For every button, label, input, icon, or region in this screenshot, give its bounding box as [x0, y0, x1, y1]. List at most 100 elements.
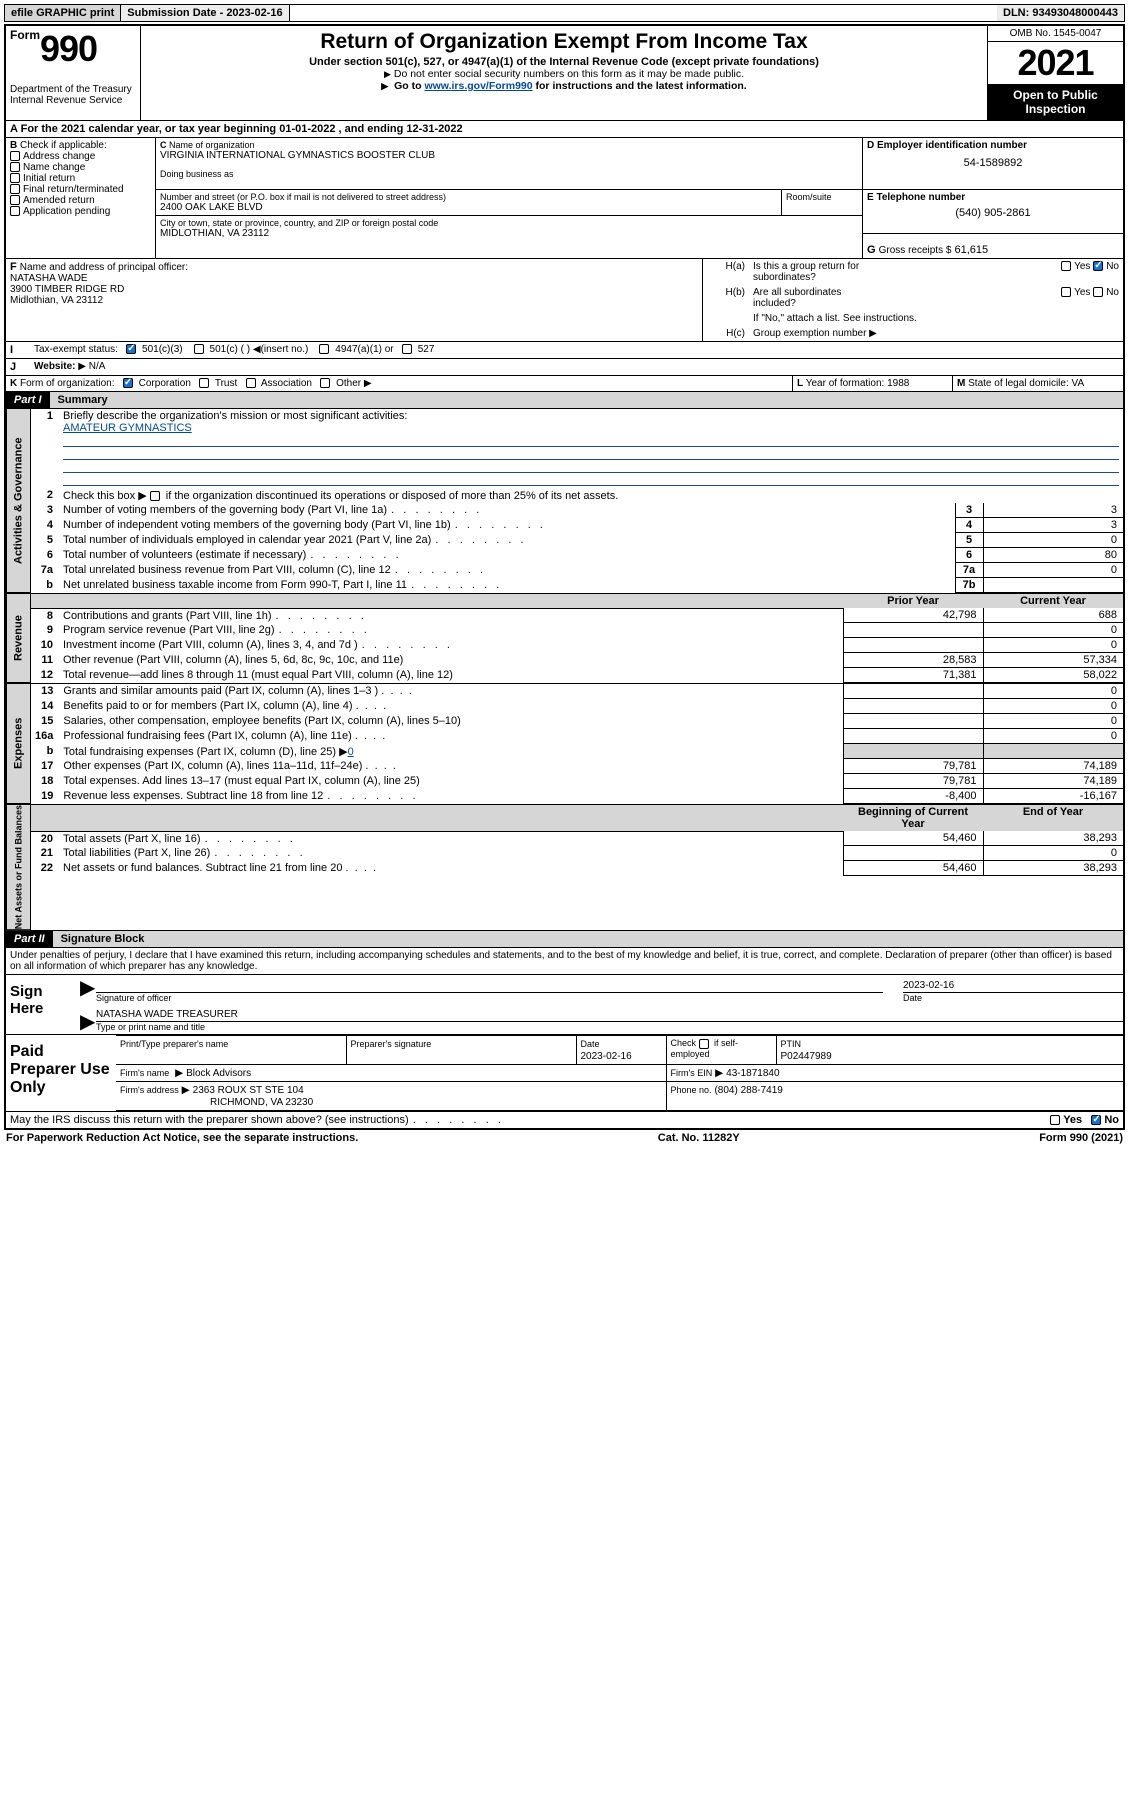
expenses-tab: Expenses [6, 684, 30, 804]
line3-val: 3 [983, 503, 1123, 518]
form-subtitle: Under section 501(c), 527, or 4947(a)(1)… [147, 56, 981, 68]
officer-name: NATASHA WADE [10, 273, 698, 284]
r12-curr: 58,022 [983, 668, 1123, 683]
officer-name-title: NATASHA WADE TREASURER [96, 1009, 1123, 1020]
initial-return-checkbox[interactable] [10, 173, 20, 183]
r15-prior [843, 714, 983, 729]
corp-checkbox[interactable] [123, 378, 133, 388]
form-header: Form990 Department of the Treasury Inter… [6, 26, 1123, 121]
firm-name: Block Advisors [186, 1068, 251, 1079]
form-990-page: Form990 Department of the Treasury Inter… [4, 24, 1125, 1130]
address-change-checkbox[interactable] [10, 151, 20, 161]
discuss-row: May the IRS discuss this return with the… [6, 1112, 1123, 1128]
website-val: N/A [89, 361, 106, 372]
firm-phone: (804) 288-7419 [714, 1085, 782, 1096]
activities-governance-section: Activities & Governance 1 Briefly descri… [6, 409, 1123, 594]
form-title: Return of Organization Exempt From Incom… [147, 30, 981, 54]
sign-here-block: Sign Here Signature of officer 2023-02-1… [6, 975, 1123, 1035]
open-public-badge: Open to Public Inspection [988, 84, 1123, 120]
line4-val: 3 [983, 518, 1123, 533]
revenue-tab: Revenue [6, 594, 30, 683]
irs-label: Internal Revenue Service [10, 95, 136, 106]
r16a-curr: 0 [983, 729, 1123, 744]
assoc-checkbox[interactable] [246, 378, 256, 388]
prep-date: 2023-02-16 [581, 1051, 632, 1062]
gross-receipts: 61,615 [955, 244, 989, 256]
r18-curr: 74,189 [983, 774, 1123, 789]
omb-number: OMB No. 1545-0047 [988, 26, 1123, 42]
r15-curr: 0 [983, 714, 1123, 729]
r20-prior: 54,460 [843, 831, 983, 846]
part1-header: Part I Summary [6, 392, 1123, 409]
block-c-name: C Name of organization VIRGINIA INTERNAT… [156, 138, 863, 258]
r9-prior [843, 623, 983, 638]
final-return-checkbox[interactable] [10, 184, 20, 194]
501c-checkbox[interactable] [194, 344, 204, 354]
page-footer: For Paperwork Reduction Act Notice, see … [4, 1130, 1125, 1144]
part2-header: Part II Signature Block [6, 931, 1123, 948]
state-domicile: VA [1072, 378, 1085, 389]
501c3-checkbox[interactable] [126, 344, 136, 354]
r13-curr: 0 [983, 684, 1123, 699]
4947-checkbox[interactable] [319, 344, 329, 354]
trust-checkbox[interactable] [199, 378, 209, 388]
website-row: J Website: ▶ N/A [6, 359, 1123, 376]
r21-prior [843, 846, 983, 861]
ptin: P02447989 [781, 1051, 832, 1062]
firm-ein: 43-1871840 [726, 1068, 779, 1079]
ha-no-checkbox[interactable] [1093, 261, 1103, 271]
form-of-org-row: K Form of organization: Corporation Trus… [6, 376, 1123, 392]
hb-yes-checkbox[interactable] [1061, 287, 1071, 297]
name-change-checkbox[interactable] [10, 162, 20, 172]
ha-yes-checkbox[interactable] [1061, 261, 1071, 271]
amended-return-checkbox[interactable] [10, 195, 20, 205]
application-pending-checkbox[interactable] [10, 206, 20, 216]
r17-prior: 79,781 [843, 759, 983, 774]
hb-no-checkbox[interactable] [1093, 287, 1103, 297]
org-name: VIRGINIA INTERNATIONAL GYMNASTICS BOOSTE… [160, 150, 858, 161]
line5-val: 0 [983, 533, 1123, 548]
line7a-val: 0 [983, 563, 1123, 578]
block-d-g: D Employer identification number 54-1589… [863, 138, 1123, 258]
r9-curr: 0 [983, 623, 1123, 638]
r10-prior [843, 638, 983, 653]
efile-print-button[interactable]: efile GRAPHIC print [5, 5, 121, 21]
ssn-note: Do not enter social security numbers on … [147, 68, 981, 80]
officer-addr1: 3900 TIMBER RIDGE RD [10, 284, 698, 295]
submission-date: Submission Date - 2023-02-16 [121, 5, 289, 21]
r21-curr: 0 [983, 846, 1123, 861]
mission-text: AMATEUR GYMNASTICS [63, 422, 192, 434]
tax-exempt-row: I Tax-exempt status: 501(c)(3) 501(c) ( … [6, 342, 1123, 359]
r22-curr: 38,293 [983, 861, 1123, 876]
r8-curr: 688 [983, 608, 1123, 623]
goto-note: Go to www.irs.gov/Form990 for instructio… [147, 80, 981, 92]
r19-curr: -16,167 [983, 789, 1123, 804]
discontinued-checkbox[interactable] [150, 491, 160, 501]
r22-prior: 54,460 [843, 861, 983, 876]
perjury-declaration: Under penalties of perjury, I declare th… [6, 948, 1123, 975]
discuss-yes-checkbox[interactable] [1050, 1115, 1060, 1125]
self-employed-checkbox[interactable] [699, 1039, 709, 1049]
r14-prior [843, 699, 983, 714]
netassets-section: Net Assets or Fund Balances Beginning of… [6, 805, 1123, 931]
ag-tab: Activities & Governance [6, 409, 30, 593]
r10-curr: 0 [983, 638, 1123, 653]
tax-period-row: A For the 2021 calendar year, or tax yea… [6, 121, 1123, 138]
527-checkbox[interactable] [402, 344, 412, 354]
efile-topbar: efile GRAPHIC print Submission Date - 20… [4, 4, 1125, 22]
irs-form990-link[interactable]: www.irs.gov/Form990 [424, 80, 532, 92]
dept-treasury: Department of the Treasury [10, 84, 136, 95]
fundraising-total: 0 [348, 746, 354, 758]
year-formation: 1988 [887, 378, 909, 389]
r8-prior: 42,798 [843, 608, 983, 623]
phone: (540) 905-2861 [867, 207, 1119, 219]
firm-addr1: 2363 ROUX ST STE 104 [193, 1085, 304, 1096]
line6-val: 80 [983, 548, 1123, 563]
officer-h-block: F Name and address of principal officer:… [6, 259, 1123, 342]
other-checkbox[interactable] [320, 378, 330, 388]
r12-prior: 71,381 [843, 668, 983, 683]
ein: 54-1589892 [867, 157, 1119, 169]
r17-curr: 74,189 [983, 759, 1123, 774]
entity-block: B Check if applicable: Address change Na… [6, 138, 1123, 259]
discuss-no-checkbox[interactable] [1091, 1115, 1101, 1125]
